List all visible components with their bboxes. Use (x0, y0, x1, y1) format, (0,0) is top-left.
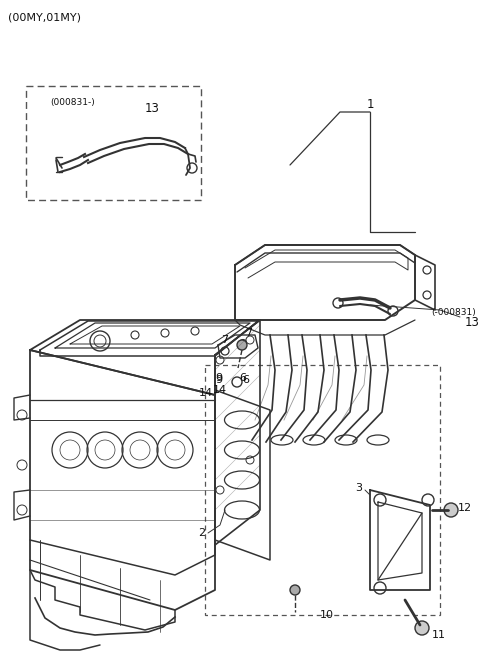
Bar (205, 365, 440, 615)
Text: (-000831): (-000831) (431, 307, 476, 316)
Text: 13: 13 (465, 316, 480, 329)
Text: 10: 10 (320, 610, 334, 620)
Text: 11: 11 (432, 630, 446, 640)
Circle shape (237, 340, 247, 350)
Text: 2: 2 (198, 528, 205, 538)
Bar (26, 86, 201, 200)
Text: 1: 1 (366, 98, 374, 111)
Text: (00MY,01MY): (00MY,01MY) (8, 12, 81, 22)
Text: 12: 12 (458, 503, 472, 513)
Text: 7: 7 (245, 328, 252, 338)
Circle shape (290, 585, 300, 595)
Text: (000831-): (000831-) (50, 98, 95, 107)
Text: 9: 9 (215, 373, 222, 383)
Circle shape (444, 503, 458, 517)
Text: 13: 13 (145, 102, 160, 115)
Text: 7: 7 (221, 335, 228, 345)
Text: 9: 9 (215, 375, 222, 385)
Circle shape (415, 621, 429, 635)
Text: 6: 6 (242, 375, 249, 385)
Text: 3: 3 (355, 483, 362, 493)
Text: 6: 6 (240, 373, 247, 383)
Text: 14: 14 (213, 385, 227, 395)
Text: 14: 14 (199, 388, 213, 398)
